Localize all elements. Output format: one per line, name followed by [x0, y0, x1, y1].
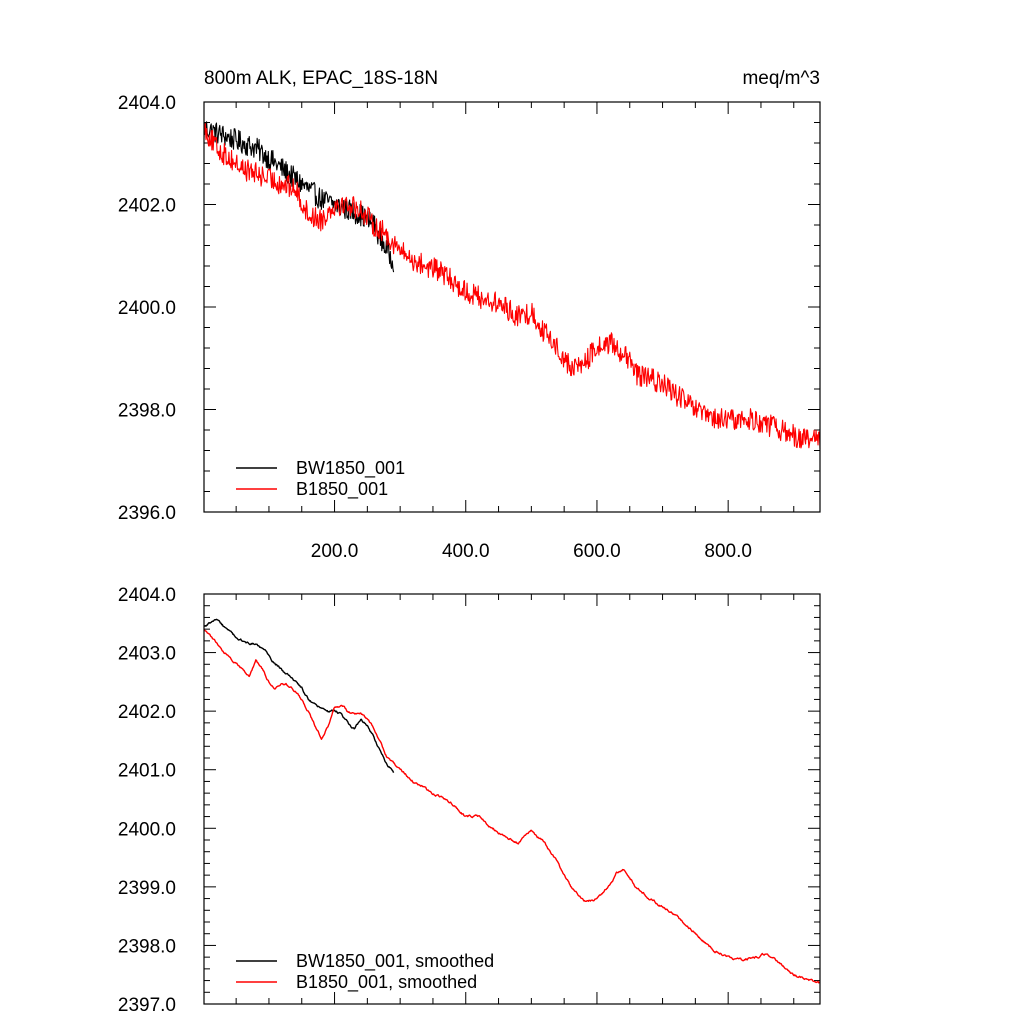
top-xtick-label: 400.0	[442, 541, 490, 562]
top-xtick-label: 800.0	[704, 541, 752, 562]
bottom-ytick-label: 2402.0	[118, 702, 176, 723]
top-ytick-label: 2404.0	[118, 93, 176, 114]
bottom-ytick-label: 2397.0	[118, 995, 176, 1016]
bottom-ytick-label: 2400.0	[118, 819, 176, 840]
bottom-ytick-label: 2398.0	[118, 936, 176, 957]
top-series-line-b1850	[203, 123, 821, 449]
top-legend-label: B1850_001	[296, 479, 388, 500]
top-panel-units: meq/m^3	[742, 68, 820, 89]
top-ytick-label: 2400.0	[118, 298, 176, 319]
bottom-ytick-label: 2399.0	[118, 878, 176, 899]
bottom-legend-label: BW1850_001, smoothed	[296, 951, 494, 972]
top-ytick-label: 2396.0	[118, 503, 176, 524]
bottom-ytick-label: 2403.0	[118, 644, 176, 665]
bottom-panel-frame	[203, 593, 821, 1005]
bottom-ytick-label: 2401.0	[118, 761, 176, 782]
top-ytick-label: 2398.0	[118, 401, 176, 422]
top-ytick-label: 2402.0	[118, 196, 176, 217]
top-panel-ticks	[204, 101, 820, 513]
top-panel-series	[203, 121, 821, 449]
bottom-panel-series	[203, 618, 821, 984]
bottom-panel: 2397.0 2398.0 2399.0 2400.0 2401.0 2402.0 2403…	[118, 585, 821, 1016]
bottom-legend-label: B1850_001, smoothed	[296, 972, 477, 993]
top-panel-tick-labels: 2396.0 2398.0 2400.0 2402.0 2404.0 200.0 400.0…	[118, 93, 752, 562]
top-series-line-bw1850	[203, 121, 395, 273]
bottom-series-line-b1850	[203, 629, 821, 984]
top-panel-title: 800m ALK, EPAC_18S-18N	[204, 68, 438, 89]
bottom-panel-ticks	[204, 593, 820, 1005]
bottom-series-line-bw1850	[203, 618, 395, 773]
bottom-panel-tick-labels: 2397.0 2398.0 2399.0 2400.0 2401.0 2402.0 2403…	[118, 585, 176, 1016]
top-legend-label: BW1850_001	[296, 458, 405, 479]
top-panel: 800m ALK, EPAC_18S-18N meq/m^3 2396.0239…	[118, 68, 821, 562]
top-panel-frame	[203, 101, 821, 513]
top-xtick-label: 600.0	[573, 541, 621, 562]
top-xtick-label: 200.0	[311, 541, 359, 562]
bottom-ytick-label: 2404.0	[118, 585, 176, 606]
